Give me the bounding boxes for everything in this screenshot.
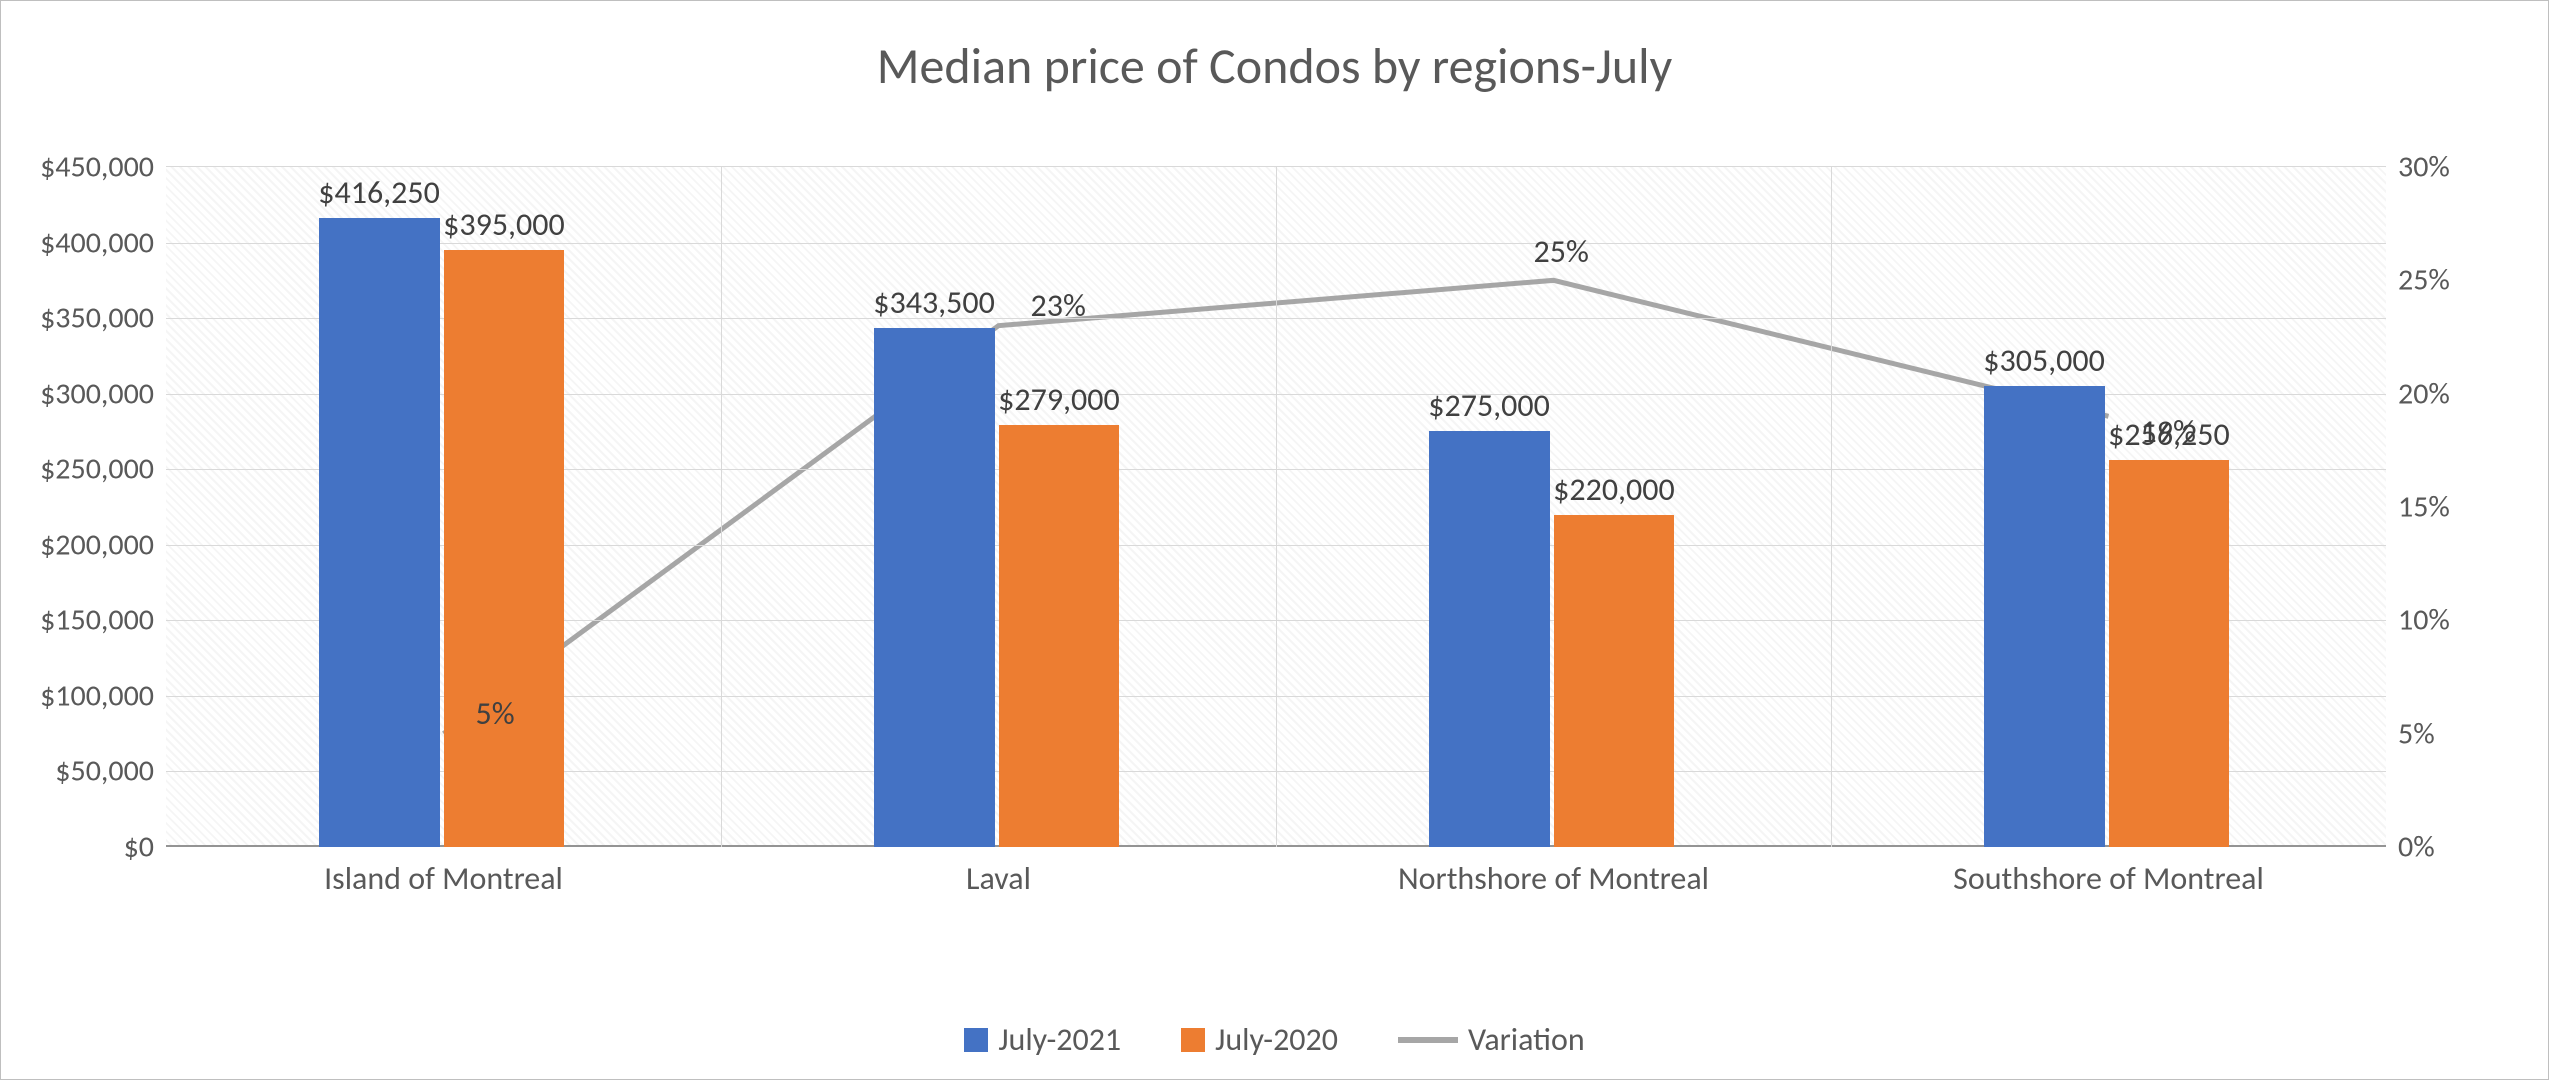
bar-july-2021: $343,500	[874, 328, 995, 847]
chart-title: Median price of Condos by regions-July	[11, 36, 2538, 97]
bar-july-2021: $305,000	[1984, 386, 2105, 847]
bar-datalabel: $343,500	[873, 283, 995, 322]
line-datalabel: 23%	[1031, 286, 1086, 325]
vgrid	[721, 167, 722, 847]
y-right-tick: 0%	[2398, 829, 2435, 866]
y-left-tick: $50,000	[55, 753, 154, 790]
bar-july-2020: $220,000	[1554, 515, 1675, 847]
chart-container: Median price of Condos by regions-July $…	[0, 0, 2549, 1080]
legend-swatch-icon	[964, 1028, 988, 1052]
legend-label: July-2020	[1215, 1020, 1338, 1059]
bar-datalabel: $220,000	[1553, 470, 1675, 509]
y-left-tick: $200,000	[40, 526, 154, 563]
plot-area: $0$50,000$100,000$150,000$200,000$250,00…	[166, 166, 2386, 847]
bar-datalabel: $395,000	[443, 205, 565, 244]
vgrid	[1276, 167, 1277, 847]
y-left-tick: $450,000	[40, 149, 154, 186]
y-right-tick: 5%	[2398, 715, 2435, 752]
legend-item: July-2020	[1181, 1020, 1338, 1059]
line-datalabel: 19%	[2141, 412, 2196, 451]
bar-july-2021: $275,000	[1429, 431, 1550, 847]
y-left-tick: $350,000	[40, 300, 154, 337]
x-category: Island of Montreal	[324, 859, 563, 898]
y-right-tick: 30%	[2398, 149, 2450, 186]
y-right-tick: 10%	[2398, 602, 2450, 639]
line-datalabel: 5%	[476, 694, 515, 733]
y-left-tick: $250,000	[40, 451, 154, 488]
bar-datalabel: $279,000	[998, 380, 1120, 419]
legend-item: Variation	[1398, 1020, 1585, 1059]
legend-item: July-2021	[964, 1020, 1121, 1059]
x-category: Laval	[966, 859, 1031, 898]
legend-label: Variation	[1468, 1020, 1585, 1059]
x-category: Southshore of Montreal	[1953, 859, 2264, 898]
y-left-tick: $400,000	[40, 224, 154, 261]
y-left-tick: $100,000	[40, 677, 154, 714]
y-right-tick: 15%	[2398, 489, 2450, 526]
bar-datalabel: $275,000	[1428, 386, 1550, 425]
y-left-tick: $300,000	[40, 375, 154, 412]
legend-swatch-icon	[1181, 1028, 1205, 1052]
legend-label: July-2021	[998, 1020, 1121, 1059]
bar-datalabel: $305,000	[1983, 341, 2105, 380]
bar-datalabel: $416,250	[318, 173, 440, 212]
legend-line-icon	[1398, 1037, 1458, 1043]
bar-july-2020: $256,250	[2109, 460, 2230, 847]
y-left-tick: $0	[124, 829, 154, 866]
bar-july-2020: $395,000	[444, 250, 565, 847]
x-category: Northshore of Montreal	[1398, 859, 1709, 898]
line-datalabel: 25%	[1534, 232, 1589, 271]
bar-july-2020: $279,000	[999, 425, 1120, 847]
bar-july-2021: $416,250	[319, 218, 440, 847]
y-left-tick: $150,000	[40, 602, 154, 639]
legend: July-2021 July-2020 Variation	[1, 1020, 2548, 1059]
y-right-tick: 20%	[2398, 375, 2450, 412]
y-right-tick: 25%	[2398, 262, 2450, 299]
vgrid	[1831, 167, 1832, 847]
